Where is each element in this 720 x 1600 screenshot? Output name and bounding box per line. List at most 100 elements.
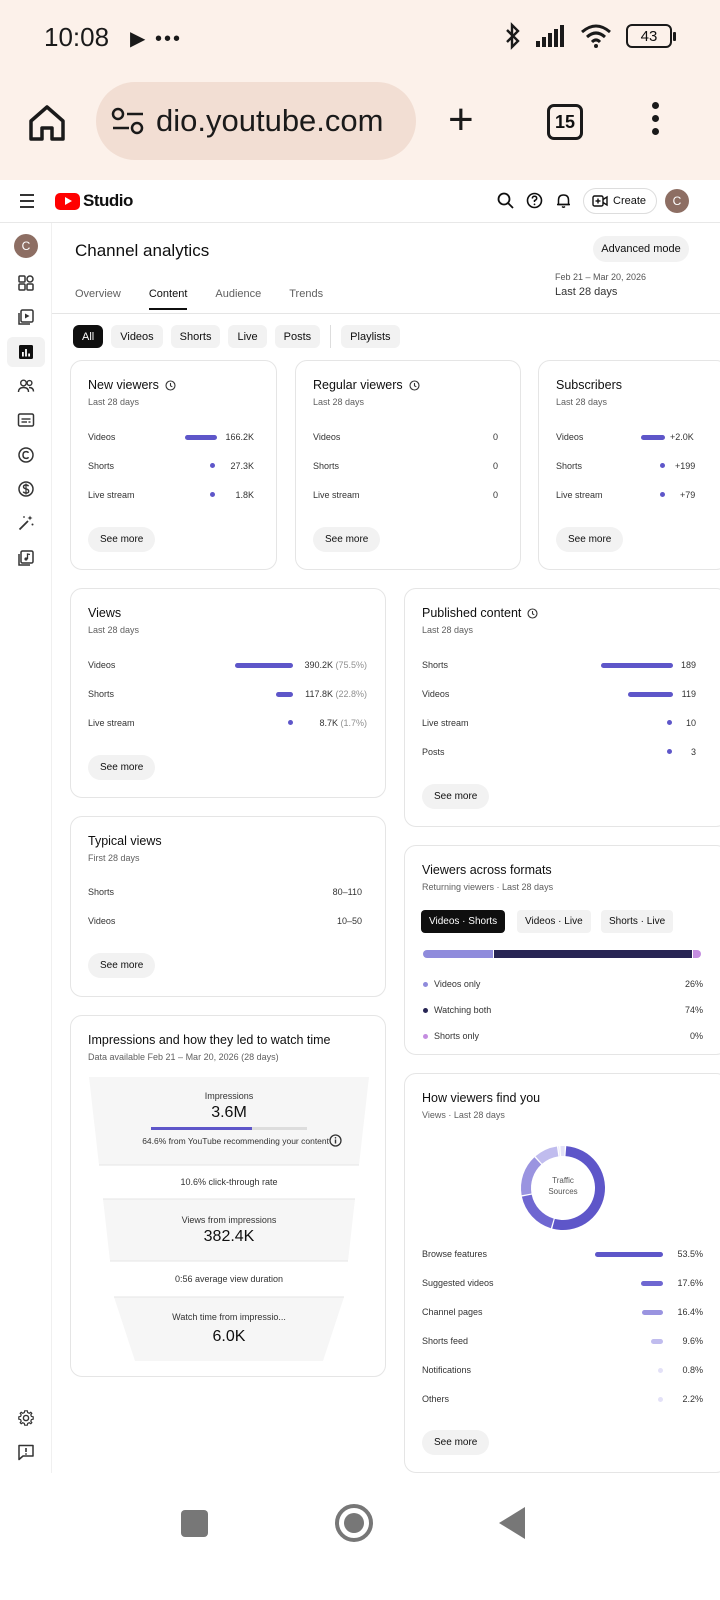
stacked-bar-videos-only [423, 950, 493, 958]
studio-logo[interactable]: Studio [55, 191, 133, 211]
traffic-source-bar [658, 1397, 663, 1402]
create-label: Create [613, 195, 647, 207]
row-value: 80–110 [332, 887, 362, 897]
youtube-logo-icon [55, 192, 80, 210]
studio-header: Studio Create C [0, 181, 720, 223]
views-from-impressions-value: 382.4K [203, 1228, 255, 1245]
bluetooth-icon [506, 22, 520, 50]
create-video-icon [592, 195, 608, 207]
site-settings-icon[interactable] [108, 106, 148, 136]
segment-videos-shorts[interactable]: Videos · Shorts [421, 910, 506, 933]
back-button[interactable] [499, 1507, 525, 1539]
legend-label: Watching both [434, 1005, 492, 1015]
see-more-button[interactable]: See more [556, 527, 624, 552]
home-icon[interactable] [26, 102, 68, 144]
views-percent: (1.7%) [340, 718, 367, 728]
analytics-icon[interactable] [17, 343, 35, 361]
row-value: +2.0K [670, 432, 694, 442]
tab-content[interactable]: Content [148, 288, 188, 310]
create-button[interactable]: Create [583, 188, 658, 214]
chip-posts[interactable]: Posts [274, 325, 321, 348]
impressions-funnel: Impressions 3.6M 64.6% from YouTube reco… [89, 1077, 369, 1361]
tab-trends[interactable]: Trends [289, 288, 324, 300]
home-nav-button[interactable] [335, 1504, 373, 1542]
browser-menu-icon[interactable] [652, 102, 662, 141]
audio-library-icon[interactable] [17, 549, 35, 567]
content-icon[interactable] [17, 308, 35, 326]
customization-wand-icon[interactable] [17, 514, 35, 532]
segment-shorts-live[interactable]: Shorts · Live [601, 910, 674, 933]
row-value: 10 [685, 718, 696, 728]
row-label: Videos [88, 916, 116, 926]
row-value: 119 [681, 689, 696, 699]
recents-button[interactable] [181, 1510, 208, 1537]
date-range-selector[interactable]: Feb 21 – Mar 20, 2026 Last 28 days [555, 272, 646, 298]
copyright-icon[interactable] [17, 446, 35, 464]
info-icon[interactable] [329, 1134, 342, 1147]
subscribers-card: Subscribers Last 28 days Videos +2.0K Sh… [538, 360, 720, 570]
earn-icon[interactable] [17, 480, 35, 498]
row-label: Shorts [313, 461, 340, 471]
card-subtitle: Last 28 days [88, 397, 140, 407]
legend-value: 74% [684, 1005, 703, 1015]
account-avatar[interactable]: C [665, 189, 689, 213]
search-icon[interactable] [497, 192, 514, 209]
typical-views-title: Typical views [88, 834, 162, 848]
tab-switcher-button[interactable]: 15 [547, 104, 583, 140]
regular-viewers-title: Regular viewers [313, 378, 403, 392]
traffic-source-value: 9.6% [682, 1336, 703, 1346]
donut-slice [521, 1194, 554, 1229]
advanced-mode-button[interactable]: Advanced mode [593, 236, 689, 262]
chip-playlists[interactable]: Playlists [341, 325, 400, 348]
clock-icon [409, 379, 420, 391]
traffic-title: How viewers find you [422, 1091, 541, 1105]
channel-avatar[interactable]: C [14, 234, 38, 258]
legend-value: 26% [684, 979, 703, 989]
menu-icon[interactable] [20, 194, 34, 212]
feedback-icon[interactable] [17, 1443, 35, 1461]
legend-dot [423, 1008, 428, 1013]
tab-overview[interactable]: Overview [75, 288, 121, 300]
subtitles-icon[interactable] [17, 411, 35, 429]
new-tab-button[interactable]: + [448, 95, 474, 144]
published-title: Published content [422, 606, 522, 620]
settings-gear-icon[interactable] [17, 1409, 35, 1427]
row-value: 390.2K (75.5%) [304, 660, 367, 670]
chip-all[interactable]: All [73, 325, 104, 348]
see-more-button[interactable]: See more [88, 755, 156, 780]
tab-audience[interactable]: Audience [215, 288, 262, 300]
row-value: 117.8K (22.8%) [305, 689, 367, 699]
row-label: Videos [422, 689, 450, 699]
traffic-source-label: Notifications [422, 1365, 472, 1375]
chip-live[interactable]: Live [228, 325, 267, 348]
row-value: 27.3K [230, 461, 254, 471]
dashboard-icon[interactable] [17, 274, 35, 292]
url-bar[interactable]: dio.youtube.com [96, 82, 416, 160]
see-more-button[interactable]: See more [422, 1430, 490, 1455]
see-more-button[interactable]: See more [422, 784, 490, 809]
metric-bar [641, 435, 665, 440]
help-icon[interactable] [526, 192, 543, 209]
traffic-source-label: Shorts feed [422, 1336, 469, 1346]
notifications-bell-icon[interactable] [555, 192, 572, 209]
card-subtitle: Last 28 days [556, 397, 608, 407]
traffic-source-value: 53.5% [677, 1249, 703, 1259]
url-text[interactable]: dio.youtube.com [156, 103, 384, 138]
see-more-button[interactable]: See more [88, 527, 156, 552]
legend-dot [423, 982, 428, 987]
row-value: 0 [492, 432, 498, 442]
watch-time-value: 6.0K [212, 1328, 246, 1345]
segment-videos-live[interactable]: Videos · Live [517, 910, 591, 933]
subscribers-title: Subscribers [556, 378, 622, 392]
metric-dot [210, 492, 215, 497]
chip-videos[interactable]: Videos [111, 325, 163, 348]
date-range-preset: Last 28 days [555, 286, 618, 298]
row-value: 3 [690, 747, 696, 757]
donut-slice [552, 1146, 605, 1230]
chip-shorts[interactable]: Shorts [170, 325, 221, 348]
see-more-button[interactable]: See more [88, 953, 156, 978]
see-more-button[interactable]: See more [313, 527, 381, 552]
ctr-label: 10.6% click-through rate [180, 1177, 278, 1187]
community-icon[interactable] [17, 377, 35, 395]
metric-bar [185, 435, 217, 440]
